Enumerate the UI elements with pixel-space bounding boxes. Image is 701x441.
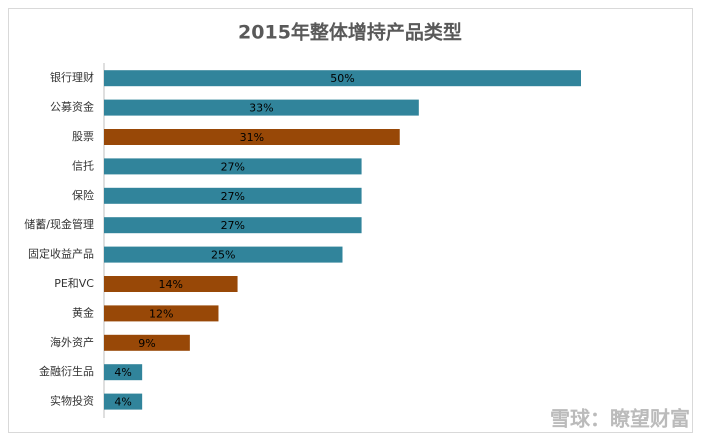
y-tick-label: 实物投资	[50, 394, 94, 408]
value-label: 31%	[240, 131, 264, 144]
value-label: 27%	[221, 190, 245, 203]
value-label: 4%	[114, 366, 131, 379]
value-label: 14%	[159, 278, 183, 291]
value-label: 27%	[221, 219, 245, 232]
bar	[104, 70, 581, 87]
value-label: 33%	[249, 102, 273, 115]
y-tick-label: 股票	[72, 130, 94, 143]
y-tick-label: 公募资金	[50, 100, 94, 114]
bar	[104, 393, 143, 410]
value-label: 12%	[149, 307, 173, 320]
y-tick-label: 银行理财	[50, 70, 94, 84]
bar	[104, 246, 343, 263]
chart-title: 2015年整体增持产品类型	[238, 21, 462, 44]
y-tick-label: 黄金	[72, 305, 94, 319]
y-tick-label: 保险	[72, 188, 94, 202]
bar	[104, 99, 419, 116]
bar	[104, 158, 362, 175]
value-label: 9%	[138, 337, 155, 350]
value-label: 50%	[330, 72, 354, 85]
y-tick-label: 储蓄/现金管理	[24, 217, 94, 231]
bar	[104, 334, 190, 351]
value-label: 25%	[211, 249, 235, 262]
bar	[104, 276, 238, 292]
watermark: 雪球：瞭望财富	[550, 407, 690, 431]
y-tick-label: PE和VC	[54, 277, 94, 290]
value-label: 27%	[221, 160, 245, 173]
y-tick-label: 海外资产	[50, 335, 94, 349]
y-tick-label: 金融衍生品	[39, 364, 94, 378]
value-label: 4%	[114, 396, 131, 409]
y-tick-label: 信托	[72, 158, 94, 172]
bar	[104, 364, 143, 381]
bar	[104, 187, 362, 204]
bar	[104, 217, 362, 234]
bar	[104, 129, 400, 145]
bar	[104, 305, 219, 322]
y-tick-label: 固定收益产品	[28, 247, 94, 261]
